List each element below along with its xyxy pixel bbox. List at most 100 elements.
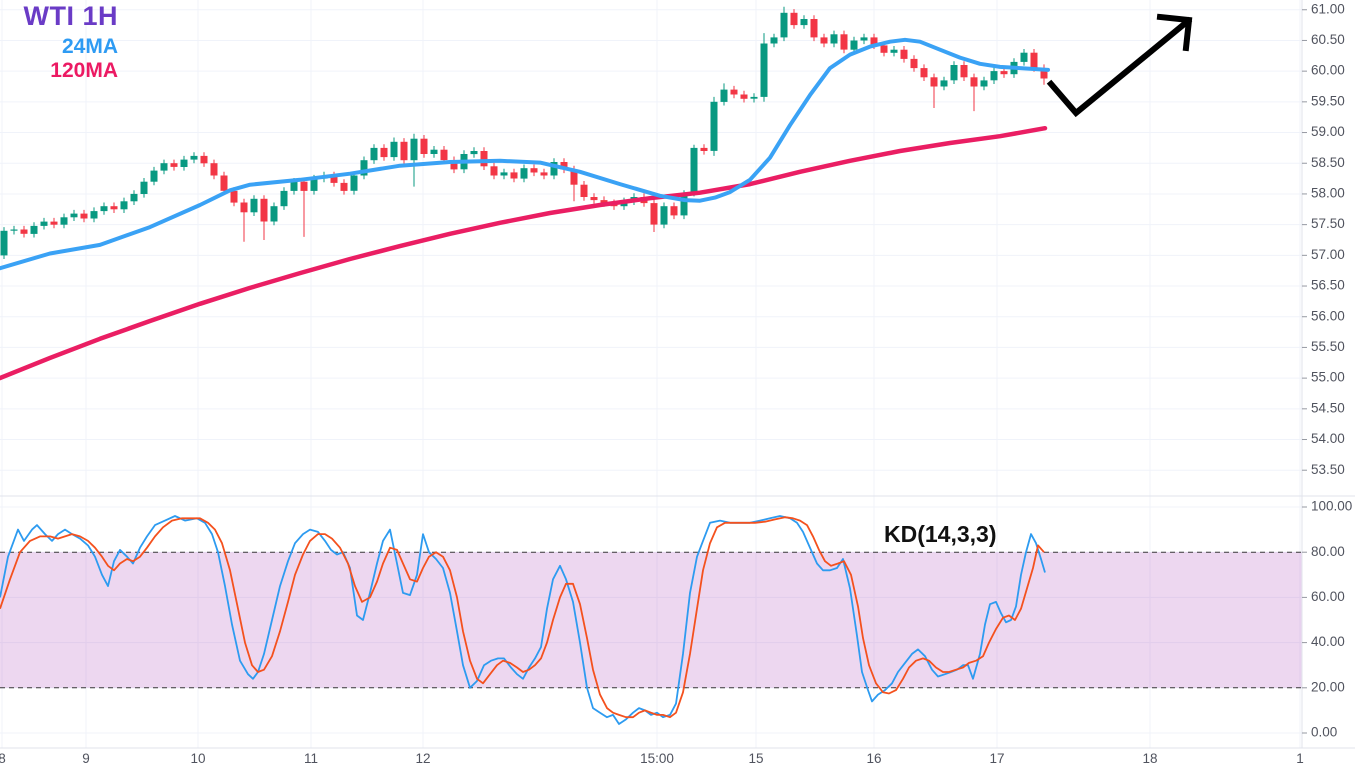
candle (690, 144, 698, 197)
candle (490, 162, 498, 180)
candle (780, 6, 788, 42)
candle (480, 147, 488, 170)
candle (970, 73, 978, 112)
candle (1020, 49, 1028, 66)
chart-legend: WTI 1H 24MA 120MA (0, 2, 119, 83)
candle (950, 61, 958, 84)
time-tick-label[interactable]: 15 (748, 751, 763, 766)
time-tick-label[interactable]: 1 (1296, 751, 1304, 766)
axis-tick-label[interactable]: 59.50 (1311, 93, 1345, 108)
candle (240, 198, 248, 242)
axis-tick-label[interactable]: 61.00 (1311, 1, 1345, 16)
candle (820, 33, 828, 48)
candle (560, 158, 568, 174)
time-tick-label[interactable]: 9 (82, 751, 90, 766)
candle (500, 168, 508, 180)
candle (520, 164, 528, 183)
axis-tick-label[interactable]: 100.00 (1311, 499, 1352, 514)
axis-tick-label[interactable]: 58.00 (1311, 186, 1345, 201)
candle (930, 73, 938, 108)
candle (450, 156, 458, 174)
candle (120, 197, 128, 213)
axis-tick-label[interactable]: 55.50 (1311, 339, 1345, 354)
kd-d-line (0, 516, 1045, 719)
axis-tick-label[interactable]: 59.00 (1311, 124, 1345, 139)
candle (50, 217, 58, 229)
candle (530, 164, 538, 177)
axis-tick-label[interactable]: 56.00 (1311, 308, 1345, 323)
candle (840, 30, 848, 54)
candle (400, 138, 408, 164)
candle (850, 36, 858, 54)
candle (200, 152, 208, 167)
axis-tick-label[interactable]: 58.50 (1311, 155, 1345, 170)
candle (80, 209, 88, 223)
candle (270, 202, 278, 226)
axis-tick-label[interactable]: 0.00 (1311, 725, 1337, 740)
axis-tick-label[interactable]: 60.00 (1311, 63, 1345, 78)
candle (890, 46, 898, 57)
candle (740, 90, 748, 103)
candle (980, 76, 988, 91)
ma24-line (0, 37, 1050, 271)
candle (280, 187, 288, 210)
candle (110, 202, 118, 213)
time-tick-label[interactable]: 15:00 (640, 751, 674, 766)
candle (210, 159, 218, 180)
axis-tick-label[interactable]: 40.00 (1311, 634, 1345, 649)
time-tick-label[interactable]: 10 (190, 751, 205, 766)
candle (350, 171, 358, 195)
candle (830, 30, 838, 48)
candle (650, 199, 658, 232)
candle (940, 76, 948, 91)
ma120-line (0, 125, 1048, 381)
axis-tick-label[interactable]: 60.00 (1311, 589, 1345, 604)
candle (10, 225, 18, 235)
candle (130, 190, 138, 205)
axis-tick-label[interactable]: 54.00 (1311, 431, 1345, 446)
candle (960, 61, 968, 81)
candle (220, 171, 228, 195)
time-tick-label[interactable]: 18 (1142, 751, 1157, 766)
kd-band (0, 552, 1302, 688)
candle (180, 155, 188, 171)
axis-tick-label[interactable]: 80.00 (1311, 544, 1345, 559)
axis-tick-label[interactable]: 57.50 (1311, 216, 1345, 231)
candle (420, 135, 428, 158)
time-tick-label[interactable]: 8 (0, 751, 6, 766)
candle (770, 33, 778, 48)
candle (990, 67, 998, 84)
candle (340, 179, 348, 195)
candle (810, 15, 818, 42)
time-tick-label[interactable]: 12 (415, 751, 430, 766)
axis-tick-label[interactable]: 57.00 (1311, 247, 1345, 262)
up-arrow-head[interactable] (1156, 13, 1193, 52)
axis-tick-label[interactable]: 54.50 (1311, 400, 1345, 415)
candle (910, 55, 918, 72)
axis-tick-label[interactable]: 60.50 (1311, 32, 1345, 47)
up-arrow-shaft[interactable] (1046, 16, 1193, 118)
axis-tick-label[interactable]: 53.50 (1311, 462, 1345, 477)
axis-tick-label[interactable]: 20.00 (1311, 679, 1345, 694)
candle (900, 46, 908, 63)
time-tick-label[interactable]: 17 (989, 751, 1004, 766)
axis-tick-label[interactable]: 55.00 (1311, 370, 1345, 385)
axis-tick-label[interactable]: 56.50 (1311, 278, 1345, 293)
candle (510, 168, 518, 183)
time-tick-label[interactable]: 11 (304, 751, 318, 766)
candle (860, 33, 868, 45)
kd-indicator-label: KD(14,3,3) (884, 521, 997, 547)
candle (0, 227, 8, 259)
ma24-legend-label: 24MA (61, 35, 118, 59)
candle (920, 64, 928, 81)
candle (710, 96, 718, 156)
candle (550, 158, 558, 180)
candle (190, 152, 198, 164)
ma120-legend-label: 120MA (50, 59, 118, 83)
time-tick-label[interactable]: 16 (866, 751, 881, 766)
candle (760, 33, 768, 102)
candle (720, 83, 728, 106)
candle (90, 207, 98, 223)
candle (750, 93, 758, 103)
